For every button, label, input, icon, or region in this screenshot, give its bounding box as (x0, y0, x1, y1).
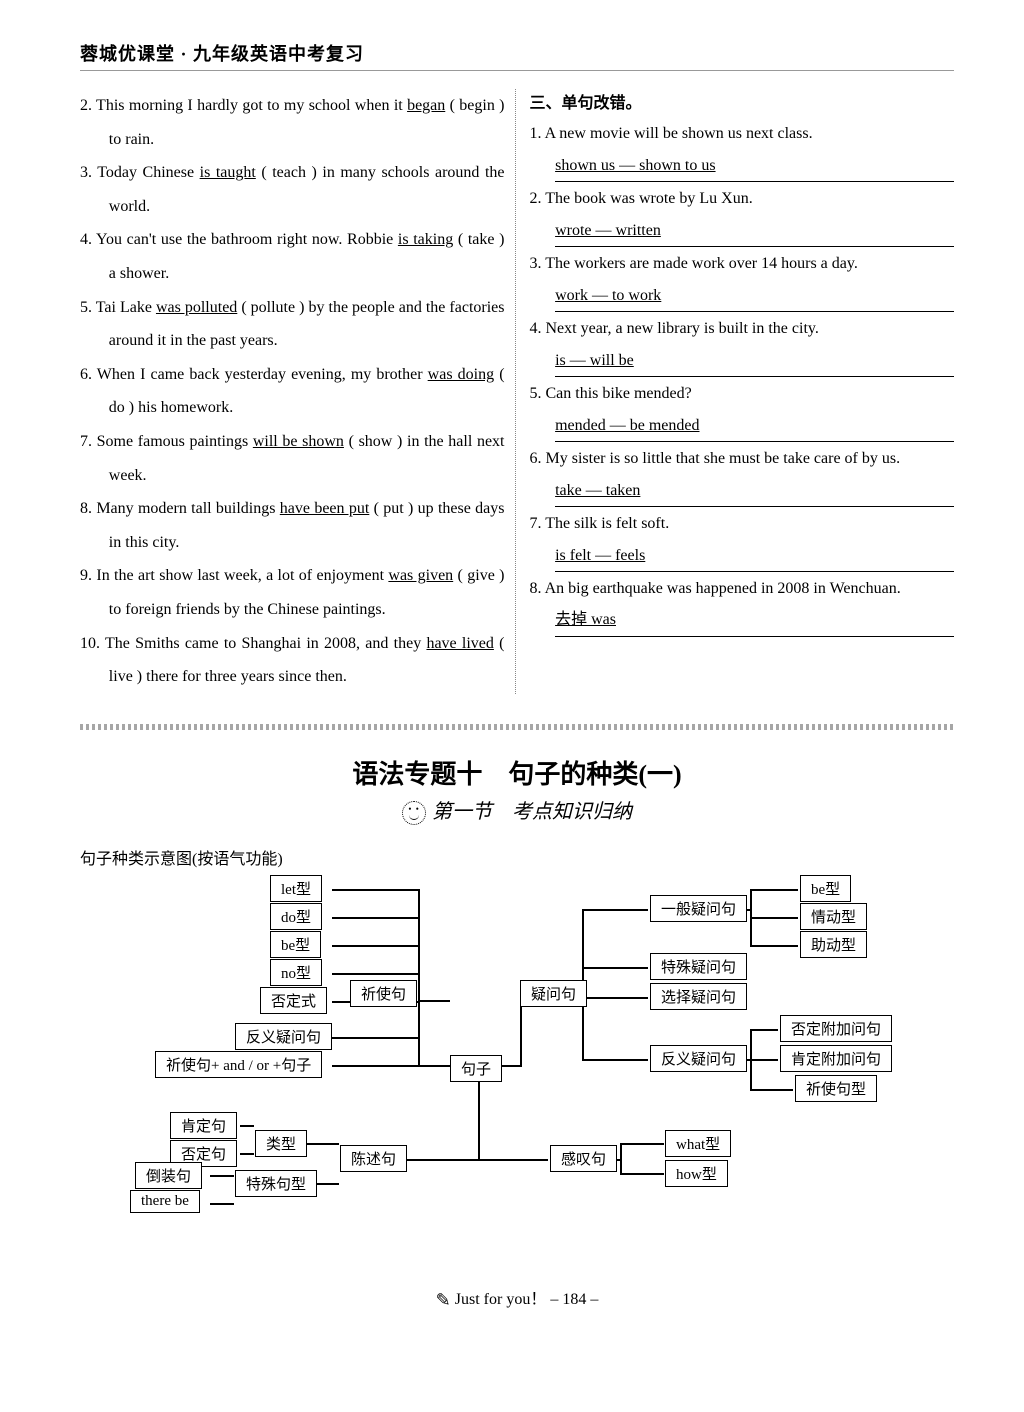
diagram-edge (332, 945, 418, 947)
diagram-edge (750, 917, 798, 919)
diagram-edge (582, 967, 648, 969)
diagram-edge (240, 1153, 254, 1155)
page-footer: ✎Just for you！ – 184 – (80, 1285, 954, 1311)
correction-question: 7. The silk is felt soft. (530, 507, 955, 541)
diagram-node-type: 类型 (255, 1130, 307, 1157)
diagram-edge (620, 1143, 622, 1175)
diagram-node-be: be型 (270, 931, 321, 958)
fill-blank-item: 8. Many modern tall buildings have been … (80, 492, 505, 559)
right-column: 三、单句改错。 1. A new movie will be shown us … (516, 89, 955, 694)
footer-text: Just for you！ – 184 – (455, 1291, 599, 1308)
diagram-node-aux: 助动型 (800, 931, 867, 958)
correction-answer: work — to work (555, 281, 954, 312)
diagram-edge (332, 1065, 450, 1067)
correction-answer: is felt — feels (555, 541, 954, 572)
diagram-node-special: 特殊疑问句 (650, 953, 747, 980)
diagram-edge (418, 889, 420, 1067)
diagram-edge (406, 1159, 478, 1161)
diagram-edge (332, 1037, 418, 1039)
diagram-node-there: there be (130, 1190, 200, 1213)
correction-question: 1. A new movie will be shown us next cla… (530, 117, 955, 151)
diagram-edge (750, 889, 798, 891)
diagram-node-question: 疑问句 (520, 980, 587, 1007)
diagram-node-choice: 选择疑问句 (650, 983, 747, 1010)
diagram-edge (478, 1159, 548, 1161)
fill-blank-item: 10. The Smiths came to Shanghai in 2008,… (80, 627, 505, 694)
diagram-edge (750, 945, 798, 947)
fill-blank-item: 3. Today Chinese is taught ( teach ) in … (80, 156, 505, 223)
diagram-node-inv: 倒装句 (135, 1162, 202, 1189)
diagram-node-modal: 情动型 (800, 903, 867, 930)
diagram-edge (210, 1203, 234, 1205)
fill-blank-item: 7. Some famous paintings will be shown (… (80, 425, 505, 492)
correction-question: 5. Can this bike mended? (530, 377, 955, 411)
diagram-node-tag: 反义疑问句 (235, 1023, 332, 1050)
diagram-node-general: 一般疑问句 (650, 895, 747, 922)
diagram-node-neg: 否定式 (260, 987, 327, 1014)
topic-sub-text: 第一节 考点知识归纳 (432, 801, 632, 823)
diagram-node-declare: 陈述句 (340, 1145, 407, 1172)
diagram-node-pos: 肯定句 (170, 1112, 237, 1139)
diagram-edge (305, 1143, 339, 1145)
diagram-edge (750, 1059, 778, 1061)
diagram-edge (332, 973, 418, 975)
diagram-edge (210, 1175, 234, 1177)
correction-answer: wrote — written (555, 216, 954, 247)
diagram-node-let: let型 (270, 875, 322, 902)
section3-title: 三、单句改错。 (530, 89, 955, 113)
topic-title: 语法专题十 句子的种类(一) (80, 754, 954, 791)
diagram-edge (332, 917, 418, 919)
diagram-edge (418, 1000, 450, 1002)
diagram-node-negadd: 否定附加问句 (780, 1015, 892, 1042)
diagram-node-what: what型 (665, 1130, 731, 1157)
diagram-edge (332, 889, 418, 891)
diagram-node-no: no型 (270, 959, 322, 986)
topic-subtitle: 第一节 考点知识归纳 (80, 795, 954, 825)
diagram-edge (750, 1089, 793, 1091)
correction-answer: mended — be mended (555, 411, 954, 442)
diagram-node-imptype: 祈使句型 (795, 1075, 877, 1102)
section-divider (80, 724, 954, 730)
fill-blank-item: 9. In the art show last week, a lot of e… (80, 559, 505, 626)
fill-blank-item: 5. Tai Lake was polluted ( pollute ) by … (80, 291, 505, 358)
diagram-node-imperative: 祈使句 (350, 980, 417, 1007)
fill-blank-item: 6. When I came back yesterday evening, m… (80, 358, 505, 425)
diagram-node-sentence: 句子 (450, 1055, 502, 1082)
diagram-node-specialtype: 特殊句型 (235, 1170, 317, 1197)
diagram-edge (750, 1029, 778, 1031)
correction-question: 6. My sister is so little that she must … (530, 442, 955, 476)
fill-blank-item: 4. You can't use the bathroom right now.… (80, 223, 505, 290)
footer-icon: ✎ (436, 1290, 451, 1311)
two-column-exercises: 2. This morning I hardly got to my schoo… (80, 89, 954, 694)
diagram-caption: 句子种类示意图(按语气功能) (80, 845, 954, 869)
sentence-type-diagram: 句子祈使句let型do型be型no型否定式反义疑问句祈使句+ and / or … (80, 875, 954, 1235)
diagram-node-be2: be型 (800, 875, 851, 902)
correction-question: 8. An big earthquake was happened in 200… (530, 572, 955, 606)
correction-answer: take — taken (555, 476, 954, 507)
diagram-node-how: how型 (665, 1160, 728, 1187)
diagram-edge (500, 1065, 520, 1067)
diagram-edge (582, 1059, 648, 1061)
smile-icon (402, 801, 426, 825)
correction-answer: shown us — shown to us (555, 151, 954, 182)
correction-question: 2. The book was wrote by Lu Xun. (530, 182, 955, 216)
diagram-node-andor: 祈使句+ and / or +句子 (155, 1051, 322, 1078)
correction-question: 3. The workers are made work over 14 hou… (530, 247, 955, 281)
correction-answer: is — will be (555, 346, 954, 377)
page-header: 蓉城优课堂 · 九年级英语中考复习 (80, 40, 954, 71)
left-column: 2. This morning I hardly got to my schoo… (80, 89, 516, 694)
diagram-edge (582, 909, 648, 911)
correction-question: 4. Next year, a new library is built in … (530, 312, 955, 346)
diagram-edge (582, 997, 648, 999)
diagram-node-tagq: 反义疑问句 (650, 1045, 747, 1072)
diagram-edge (620, 1173, 664, 1175)
diagram-node-exclaim: 感叹句 (550, 1145, 617, 1172)
correction-answer: 去掉 was (555, 605, 954, 636)
diagram-edge (620, 1143, 664, 1145)
diagram-node-do: do型 (270, 903, 322, 930)
diagram-node-posadd: 肯定附加问句 (780, 1045, 892, 1072)
fill-blank-item: 2. This morning I hardly got to my schoo… (80, 89, 505, 156)
diagram-edge (750, 909, 752, 911)
diagram-edge (240, 1125, 254, 1127)
